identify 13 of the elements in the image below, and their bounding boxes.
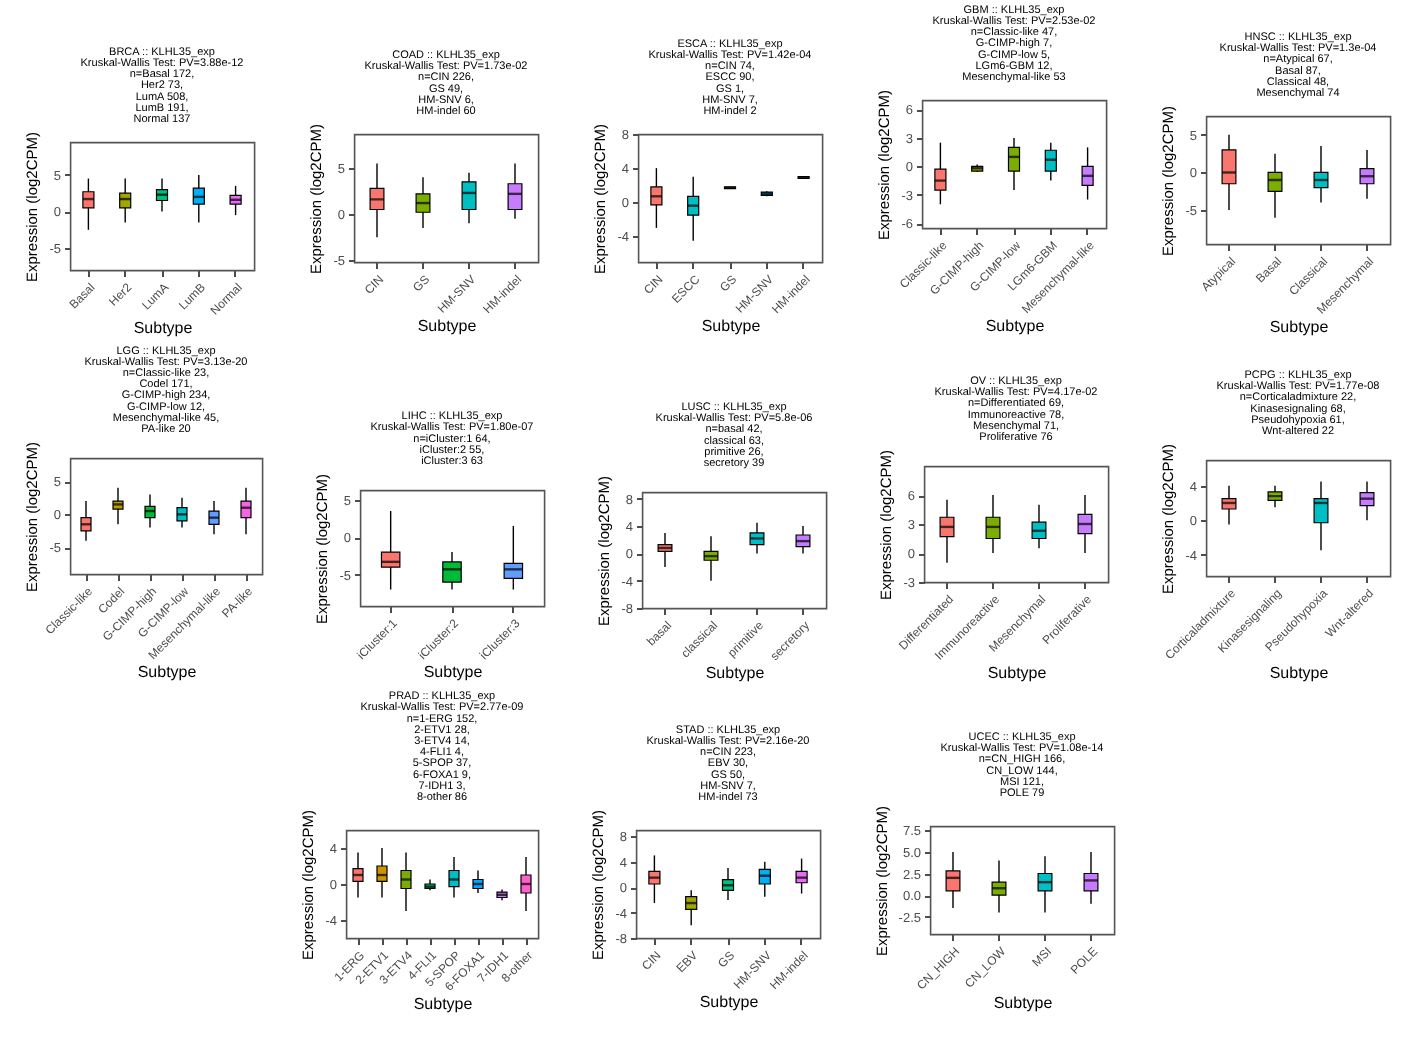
x-axis-title: Subtype: [423, 663, 484, 682]
x-axis-title: Subtype: [701, 317, 762, 336]
x-axis-title: Subtype: [413, 994, 474, 1013]
x-axis-title: Subtype: [705, 664, 766, 683]
x-axis-title: Subtype: [1269, 663, 1330, 682]
x-axis-title: Subtype: [418, 317, 478, 336]
x-axis-title: Subtype: [1268, 317, 1329, 336]
x-axis-title: Subtype: [985, 317, 1046, 336]
x-axis-title: Subtype: [137, 663, 198, 682]
x-axis-title: Subtype: [993, 993, 1054, 1012]
x-axis-title: Subtype: [134, 318, 195, 337]
x-axis-title: Subtype: [699, 993, 760, 1012]
x-axis-title: Subtype: [987, 663, 1048, 682]
